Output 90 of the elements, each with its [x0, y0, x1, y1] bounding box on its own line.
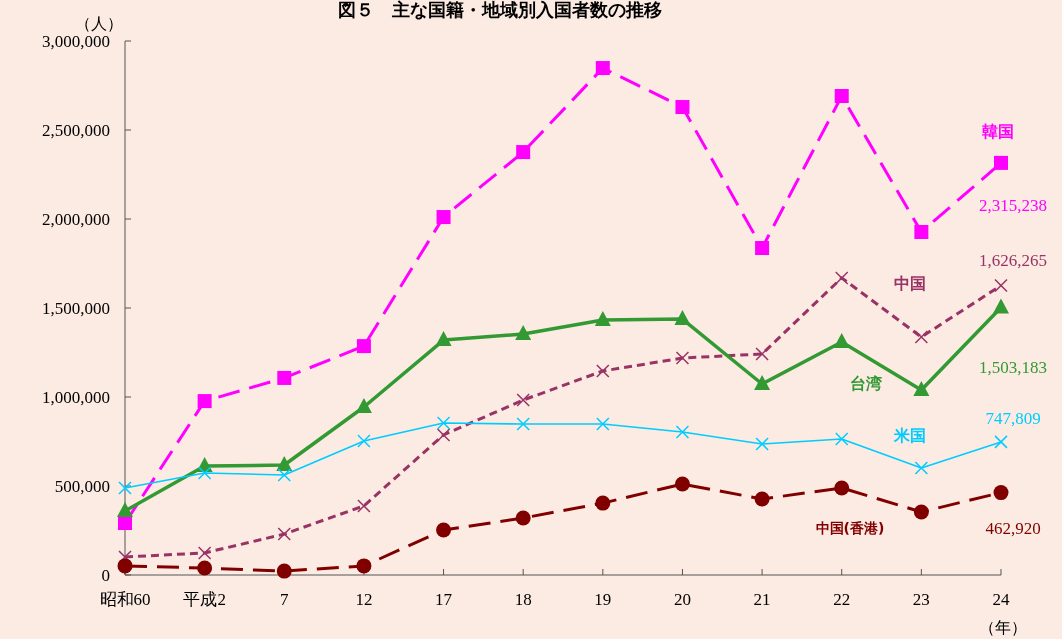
data-label: 1,503,183: [979, 358, 1047, 378]
point: [516, 145, 531, 160]
series-label: 中国: [894, 274, 926, 294]
data-label: 1,626,265: [979, 251, 1047, 271]
point: [755, 347, 769, 361]
point: [594, 310, 611, 326]
point: [596, 417, 610, 431]
x-tick-label: 7: [280, 590, 290, 609]
point: [913, 504, 929, 520]
point: [356, 339, 371, 354]
series-label: 韓国: [982, 122, 1014, 142]
point: [674, 310, 691, 326]
point: [197, 394, 212, 409]
y-tick-label: 500,000: [54, 476, 110, 496]
series-label: 米国: [893, 426, 926, 446]
point: [515, 510, 531, 526]
point: [994, 278, 1008, 293]
x-tick-label: 23: [912, 590, 930, 609]
point: [675, 351, 690, 365]
series-label: 中国(香港): [815, 519, 885, 536]
data-label: 462,920: [985, 518, 1041, 538]
y-tick-label: 2,000,000: [42, 209, 110, 229]
point: [516, 393, 530, 407]
point: [754, 375, 771, 391]
x-tick-label: 19: [594, 590, 612, 609]
point: [117, 501, 133, 517]
point: [913, 381, 930, 397]
x-tick-label: 20: [673, 590, 691, 609]
point: [117, 558, 133, 574]
x-axis-title: （年）: [979, 619, 1027, 636]
x-tick-label: 18: [514, 590, 532, 609]
data-label: 747,809: [985, 408, 1041, 428]
point: [834, 480, 850, 496]
point: [435, 331, 452, 347]
point: [516, 417, 530, 431]
point: [118, 481, 132, 495]
point: [914, 224, 929, 239]
chart-title: 図５ 主な国籍・地域別入国者数の推移: [338, 0, 662, 20]
x-tick-label: 22: [833, 590, 851, 609]
point: [515, 324, 532, 340]
point: [595, 495, 611, 511]
point: [436, 210, 451, 225]
y-tick-label: 0: [101, 565, 110, 585]
y-tick-label: 2,500,000: [42, 120, 110, 140]
point: [436, 416, 451, 430]
y-tick-label: 1,500,000: [42, 298, 110, 318]
point: [277, 370, 292, 385]
x-tick-label: 昭和60: [99, 590, 151, 609]
point: [834, 89, 849, 103]
point: [357, 499, 371, 513]
point: [755, 241, 770, 256]
x-tick-label: 12: [355, 590, 373, 609]
point: [993, 298, 1009, 314]
point: [436, 522, 452, 538]
point: [355, 397, 372, 413]
point: [994, 435, 1008, 449]
point: [357, 434, 371, 448]
point: [197, 560, 213, 576]
point: [276, 456, 293, 471]
point: [277, 527, 292, 541]
point: [674, 476, 690, 492]
point: [595, 61, 610, 76]
point: [993, 485, 1009, 501]
point: [596, 364, 610, 378]
point: [914, 330, 929, 344]
point: [833, 333, 850, 348]
point: [914, 461, 929, 475]
y-tick-label: 1,000,000: [42, 387, 110, 407]
x-tick-label: 21: [753, 590, 771, 609]
point: [118, 516, 132, 531]
y-tick-label: 3,000,000: [42, 31, 110, 51]
x-tick-label: 平成2: [183, 590, 226, 609]
data-label: 2,315,238: [979, 195, 1047, 215]
x-tick-label: 24: [992, 590, 1010, 609]
point: [197, 546, 212, 560]
point: [197, 466, 212, 480]
point: [436, 428, 451, 442]
point: [277, 468, 292, 482]
point: [834, 432, 849, 446]
point: [356, 558, 372, 574]
point: [754, 491, 770, 507]
point: [755, 437, 769, 451]
x-tick-label: 17: [435, 590, 453, 609]
point: [276, 563, 292, 579]
point: [834, 271, 849, 285]
point: [675, 425, 690, 439]
point: [994, 155, 1008, 170]
point: [675, 100, 690, 115]
series-label: 台湾: [850, 374, 882, 394]
y-axis-title: （人）: [75, 15, 123, 32]
